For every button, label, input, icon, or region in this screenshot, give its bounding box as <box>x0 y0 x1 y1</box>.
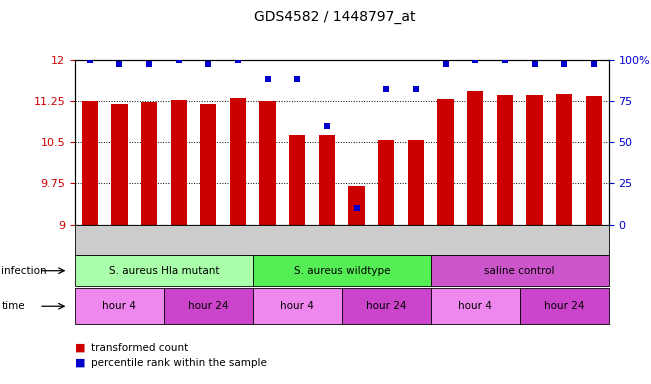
Point <box>381 86 391 92</box>
Point <box>411 86 421 92</box>
Bar <box>437 99 454 225</box>
Text: hour 24: hour 24 <box>366 301 406 311</box>
Text: time: time <box>1 301 25 311</box>
Point <box>559 61 570 68</box>
Bar <box>348 186 365 225</box>
Point <box>352 205 362 211</box>
Text: percentile rank within the sample: percentile rank within the sample <box>91 358 267 368</box>
Text: hour 4: hour 4 <box>458 301 492 311</box>
Text: GDS4582 / 1448797_at: GDS4582 / 1448797_at <box>254 10 415 23</box>
Bar <box>467 91 484 225</box>
Bar <box>171 100 187 225</box>
Point <box>500 56 510 63</box>
Point <box>262 76 273 83</box>
Bar <box>141 103 157 225</box>
Bar <box>586 96 602 225</box>
Point <box>114 61 124 68</box>
Bar <box>289 135 305 225</box>
Bar <box>408 140 424 225</box>
Point <box>529 61 540 68</box>
Point <box>173 56 184 63</box>
Point <box>292 76 303 83</box>
Bar <box>556 94 572 225</box>
Text: hour 24: hour 24 <box>188 301 229 311</box>
Text: S. aureus Hla mutant: S. aureus Hla mutant <box>109 266 219 276</box>
Bar <box>319 135 335 225</box>
Text: transformed count: transformed count <box>91 343 188 353</box>
Point <box>85 56 95 63</box>
Point <box>470 56 480 63</box>
Text: ■: ■ <box>75 358 85 368</box>
Text: saline control: saline control <box>484 266 555 276</box>
Bar <box>111 104 128 225</box>
Text: hour 4: hour 4 <box>281 301 314 311</box>
Point <box>144 61 154 68</box>
Text: hour 4: hour 4 <box>102 301 136 311</box>
Text: infection: infection <box>1 266 47 276</box>
Bar <box>200 104 217 225</box>
Text: ■: ■ <box>75 343 85 353</box>
Bar <box>260 101 276 225</box>
Point <box>233 56 243 63</box>
Point <box>440 61 450 68</box>
Point <box>203 61 214 68</box>
Text: hour 24: hour 24 <box>544 301 585 311</box>
Bar <box>378 140 395 225</box>
Text: S. aureus wildtype: S. aureus wildtype <box>294 266 390 276</box>
Bar <box>497 95 513 225</box>
Bar <box>81 101 98 225</box>
Bar <box>527 95 543 225</box>
Point <box>589 61 599 68</box>
Point <box>322 122 332 129</box>
Bar <box>230 98 246 225</box>
